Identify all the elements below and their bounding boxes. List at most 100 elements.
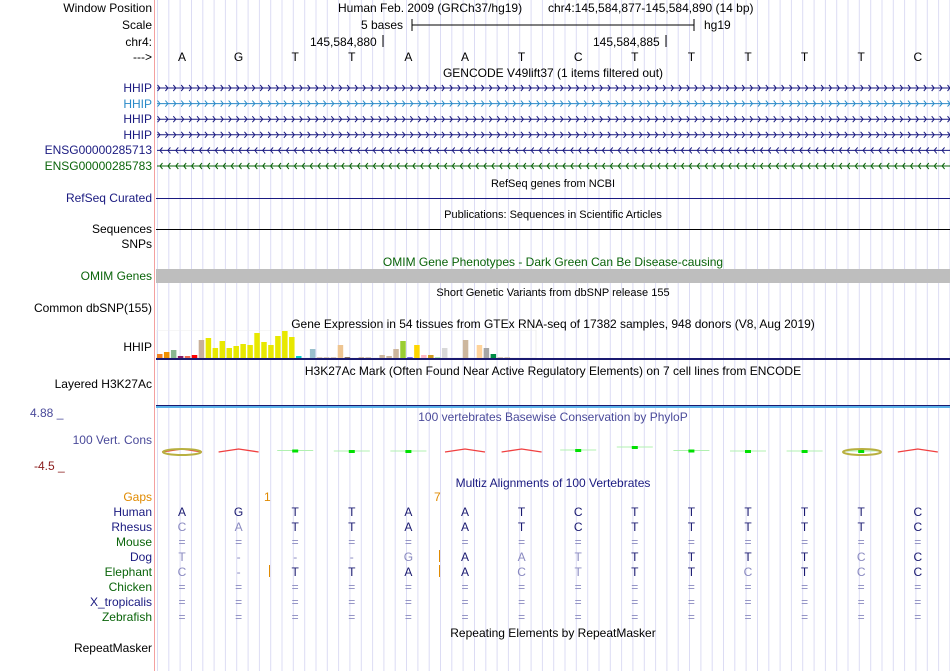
gene-label[interactable]: ENSG00000285713 (44, 143, 152, 158)
gtex-tissue-bar[interactable] (316, 357, 323, 358)
gtex-tissue-bar[interactable] (393, 349, 399, 358)
gtex-label[interactable]: HHIP (123, 340, 152, 354)
species-label[interactable]: Elephant (104, 565, 152, 579)
gtex-tissue-bar[interactable] (205, 338, 212, 358)
gtex-tissue-bar[interactable] (400, 341, 406, 358)
gtex-tissue-bar[interactable] (233, 346, 239, 358)
gtex-tissue-bar[interactable] (421, 355, 427, 358)
gtex-tissue-bar[interactable] (163, 352, 170, 358)
gene-label[interactable]: HHIP (123, 127, 152, 142)
gtex-tissue-bar[interactable] (490, 354, 497, 358)
gtex-tissue-bar[interactable] (226, 348, 233, 358)
gtex-tissue-bar[interactable] (323, 357, 330, 358)
gtex-tissue-bar[interactable] (476, 345, 483, 358)
gene-track-minus[interactable] (157, 162, 950, 170)
gtex-tissue-bar[interactable] (275, 336, 281, 358)
phylop-plot[interactable] (0, 430, 950, 470)
gtex-tissue-bar[interactable] (212, 348, 219, 358)
h3k27ac-title[interactable]: H3K27Ac Mark (Often Found Near Active Re… (304, 364, 802, 378)
species-label[interactable]: Chicken (108, 580, 152, 594)
strand-label[interactable]: ---> (133, 50, 152, 64)
h3k27ac-label[interactable]: Layered H3K27Ac (54, 377, 152, 391)
phylop-negative-mark (501, 448, 542, 453)
gtex-bar-chart[interactable] (156, 330, 950, 360)
species-label[interactable]: Mouse (115, 535, 152, 549)
gene-track-minus[interactable] (157, 147, 950, 154)
gtex-tissue-bar[interactable] (247, 345, 253, 358)
species-label[interactable]: Dog (129, 550, 152, 564)
gtex-tissue-bar[interactable] (365, 357, 372, 358)
gtex-tissue-bar[interactable] (379, 355, 385, 358)
gtex-tissue-bar[interactable] (268, 345, 274, 358)
gene-track-plus[interactable] (157, 100, 950, 107)
multiz-title[interactable]: Multiz Alignments of 100 Vertebrates (455, 476, 651, 490)
dbsnp-title[interactable]: Short Genetic Variants from dbSNP releas… (436, 287, 670, 299)
gtex-tissue-bar[interactable] (191, 355, 198, 358)
gtex-tissue-bar[interactable] (344, 357, 351, 358)
gtex-tissue-bar[interactable] (435, 357, 441, 358)
alignment-base: = (178, 610, 186, 624)
species-label[interactable]: X_tropicalis (89, 595, 152, 609)
gtex-tissue-bar[interactable] (497, 357, 504, 358)
refseq-title[interactable]: RefSeq genes from NCBI (490, 178, 616, 190)
alignment-base: = (518, 610, 526, 624)
gene-track-plus[interactable] (157, 131, 950, 139)
species-label[interactable]: Rhesus (111, 520, 152, 534)
omim-label[interactable]: OMIM Genes (80, 269, 152, 283)
gtex-tissue-bar[interactable] (219, 341, 226, 358)
alignment-base: = (291, 595, 299, 609)
gencode-title[interactable]: GENCODE V49lift37 (1 items filtered out) (442, 66, 664, 80)
rmsk-label[interactable]: RepeatMasker (73, 641, 152, 655)
gtex-tissue-bar[interactable] (386, 356, 392, 358)
alignment-base: = (744, 535, 752, 549)
rmsk-title[interactable]: Repeating Elements by RepeatMasker (450, 626, 656, 640)
gtex-tissue-bar[interactable] (414, 345, 420, 358)
gtex-tissue-bar[interactable] (428, 355, 434, 358)
gtex-tissue-bar[interactable] (358, 357, 365, 358)
gtex-tissue-bar[interactable] (309, 349, 316, 358)
gtex-tissue-bar[interactable] (240, 344, 246, 358)
phylop-negative-mark (444, 448, 486, 453)
species-label[interactable]: Human (113, 505, 152, 519)
gene-label[interactable]: HHIP (123, 96, 152, 111)
gtex-tissue-bar[interactable] (177, 356, 184, 358)
gtex-tissue-bar[interactable] (198, 340, 205, 358)
omim-bar[interactable] (156, 269, 950, 283)
phylop-title[interactable]: 100 vertebrates Basewise Conservation by… (418, 410, 688, 424)
alignment-base: A (404, 505, 413, 519)
gtex-title[interactable]: Gene Expression in 54 tissues from GTEx … (291, 317, 815, 331)
gtex-tissue-bar[interactable] (184, 356, 191, 358)
gene-label[interactable]: HHIP (123, 81, 152, 95)
gtex-tissue-bar[interactable] (407, 357, 413, 358)
gtex-tissue-bar[interactable] (296, 356, 302, 358)
gtex-tissue-bar[interactable] (462, 340, 469, 358)
gtex-tissue-bar[interactable] (504, 357, 511, 358)
gtex-tissue-bar[interactable] (441, 348, 448, 358)
gtex-tissue-bar[interactable] (483, 348, 490, 358)
alignment-base: A (404, 520, 413, 534)
gtex-tissue-bar[interactable] (337, 345, 344, 358)
gtex-tissue-bar[interactable] (289, 337, 295, 358)
gtex-tissue-bar[interactable] (157, 354, 163, 358)
gene-label[interactable]: ENSG00000285783 (44, 159, 152, 173)
alignment-base: A (460, 550, 469, 564)
gene-track-plus[interactable] (157, 115, 950, 123)
alignment-base: T (178, 550, 186, 564)
sequences-label[interactable]: Sequences (91, 222, 152, 236)
alignment-base: C (913, 550, 923, 564)
dbsnp-label[interactable]: Common dbSNP(155) (33, 301, 152, 315)
omim-title[interactable]: OMIM Gene Phenotypes - Dark Green Can Be… (382, 255, 724, 269)
snps-label[interactable]: SNPs (121, 237, 152, 251)
gtex-tissue-bar[interactable] (330, 357, 337, 358)
phylop-label[interactable]: 100 Vert. Cons (72, 433, 152, 447)
gtex-tissue-bar[interactable] (261, 342, 267, 358)
gtex-tissue-bar[interactable] (254, 333, 260, 358)
gene-track-plus[interactable] (157, 84, 950, 92)
gtex-tissue-bar[interactable] (282, 331, 288, 358)
refseq-label[interactable]: RefSeq Curated (65, 191, 152, 205)
gtex-tissue-bar[interactable] (170, 350, 177, 358)
species-label[interactable]: Zebrafish (101, 610, 152, 624)
publications-title[interactable]: Publications: Sequences in Scientific Ar… (444, 209, 662, 221)
gene-label[interactable]: HHIP (123, 112, 152, 127)
